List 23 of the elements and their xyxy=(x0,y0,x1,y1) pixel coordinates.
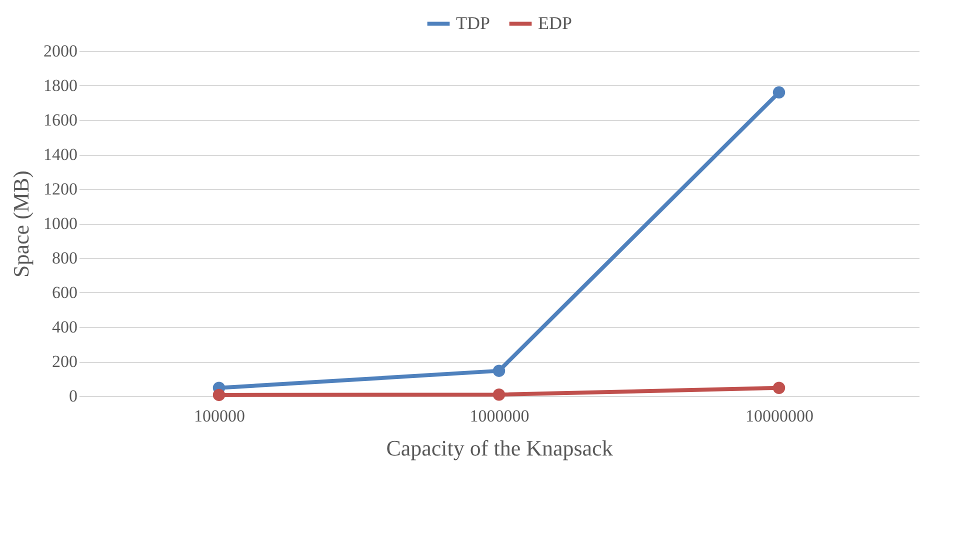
x-tick-label: 1000000 xyxy=(470,406,530,426)
y-tick-label: 800 xyxy=(52,248,78,268)
legend-label: TDP xyxy=(456,12,490,33)
y-tick-label: 1200 xyxy=(44,180,78,198)
point xyxy=(772,86,786,99)
point xyxy=(492,388,506,401)
legend-label: EDP xyxy=(538,12,572,33)
x-axis-title: Capacity of the Knapsack xyxy=(386,436,613,460)
y-axis-title: Space (MB) xyxy=(8,170,34,278)
y-tick-label: 1000 xyxy=(44,214,78,233)
x-tick-label: 10000000 xyxy=(746,406,814,426)
y-tick-label: 600 xyxy=(52,283,78,302)
point xyxy=(212,388,226,402)
y-tick-label: 0 xyxy=(69,386,78,406)
point xyxy=(492,364,506,377)
y-tick-label: 2000 xyxy=(44,42,78,60)
y-tick-label: 1400 xyxy=(44,145,78,164)
y-tick-label: 400 xyxy=(52,318,78,336)
y-tick-label: 200 xyxy=(52,352,78,371)
y-tick-label: 1600 xyxy=(44,110,78,130)
y-tick-label: 1800 xyxy=(44,76,78,95)
point xyxy=(772,382,786,394)
x-tick-label: 100000 xyxy=(194,406,245,426)
